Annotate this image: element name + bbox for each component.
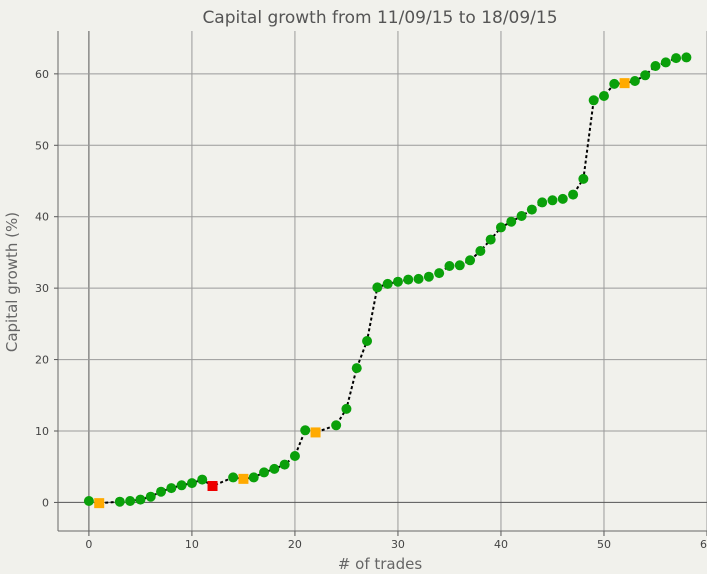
data-point-win — [248, 472, 259, 483]
data-point-win — [495, 222, 506, 233]
data-point-loss — [207, 481, 218, 491]
data-point-win — [176, 480, 187, 491]
data-point-win — [660, 57, 671, 68]
data-point-win — [228, 472, 239, 483]
data-markers — [83, 52, 692, 509]
chart-title: Capital growth from 11/09/15 to 18/09/15 — [202, 8, 557, 28]
data-point-win — [166, 483, 177, 494]
data-point-win — [83, 496, 94, 506]
data-point-win — [434, 268, 445, 279]
x-tick-label: 20 — [288, 538, 302, 551]
data-point-win — [156, 486, 167, 497]
data-point-win — [671, 53, 682, 64]
x-tick-label: 0 — [85, 538, 92, 551]
data-point-win — [454, 260, 465, 271]
data-point-win — [403, 274, 414, 285]
x-tick-label: 10 — [185, 538, 199, 551]
data-point-win — [259, 467, 270, 478]
data-point-win — [465, 255, 476, 266]
data-point-win — [186, 478, 197, 489]
data-point-win — [372, 282, 383, 293]
data-point-neutral — [238, 473, 249, 484]
data-point-win — [557, 193, 568, 204]
data-point-win — [300, 425, 311, 436]
data-point-win — [392, 276, 403, 287]
data-point-win — [526, 204, 537, 215]
y-tick-label: 60 — [35, 68, 49, 81]
data-point-win — [351, 363, 362, 374]
y-tick-label: 10 — [35, 425, 49, 438]
data-point-win — [289, 451, 300, 461]
data-point-win — [485, 234, 496, 245]
data-point-win — [125, 496, 136, 506]
data-point-win — [588, 95, 599, 106]
y-tick-label: 20 — [35, 354, 49, 367]
data-point-win — [609, 78, 620, 89]
data-point-win — [475, 246, 486, 256]
data-point-win — [547, 195, 558, 206]
y-axis-label: Capital growth (%) — [3, 212, 21, 352]
data-point-win — [578, 173, 589, 184]
x-tick-label: 50 — [597, 538, 611, 551]
data-point-win — [650, 61, 661, 71]
data-point-neutral — [619, 78, 630, 89]
data-point-win — [269, 463, 280, 474]
data-point-win — [506, 216, 517, 227]
data-point-win — [145, 491, 156, 502]
data-point-win — [331, 420, 342, 431]
x-tick-label: 40 — [494, 538, 508, 551]
data-point-win — [279, 459, 290, 470]
x-tick-label: 60 — [700, 538, 707, 551]
grid — [58, 31, 707, 531]
data-point-neutral — [94, 498, 105, 509]
y-tick-label: 0 — [42, 496, 49, 509]
data-point-win — [681, 52, 692, 63]
data-point-win — [423, 271, 434, 282]
y-tick-label: 30 — [35, 282, 49, 295]
data-point-win — [413, 273, 424, 284]
data-point-win — [629, 76, 640, 86]
data-point-win — [382, 278, 393, 289]
tick-labels: 0 10 20 30 40 50 60 0 10 20 30 40 50 60 — [35, 68, 707, 551]
data-point-win — [341, 403, 352, 414]
x-axis-label: # of trades — [338, 555, 423, 573]
y-tick-label: 50 — [35, 139, 49, 152]
series-line — [88, 56, 687, 505]
data-point-win — [598, 91, 609, 101]
data-point-win — [362, 336, 373, 346]
data-point-win — [114, 496, 125, 507]
data-point-neutral — [310, 427, 321, 438]
x-tick-label: 30 — [391, 538, 405, 551]
data-point-win — [537, 197, 548, 208]
data-point-win — [516, 211, 527, 221]
data-point-win — [640, 70, 651, 81]
data-point-win — [444, 261, 455, 271]
y-tick-label: 40 — [35, 211, 49, 224]
data-point-win — [135, 494, 146, 505]
data-point-win — [568, 189, 579, 200]
axes — [54, 31, 707, 536]
data-point-win — [197, 474, 208, 485]
